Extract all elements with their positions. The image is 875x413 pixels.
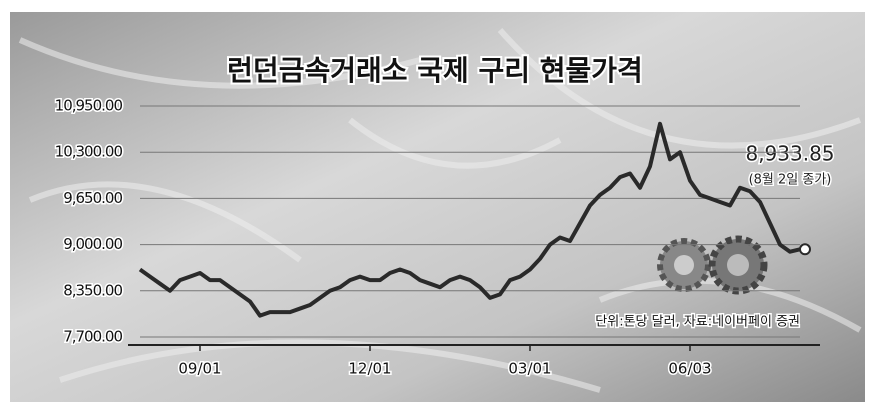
- chart-title: 런던금속거래소 국제 구리 현물가격: [227, 54, 643, 87]
- x-tick-label: 09/01: [178, 360, 221, 378]
- x-tick-label: 06/03: [668, 360, 711, 378]
- price-line: [138, 121, 801, 318]
- y-tick-label: 7,700.00: [63, 328, 122, 346]
- x-tick-label: 12/01: [348, 360, 391, 378]
- y-tick-label: 10,300.00: [55, 143, 123, 161]
- y-tick-label: 9,000.00: [63, 235, 122, 253]
- gear-icons: [657, 235, 768, 295]
- x-tick-label: 03/01: [508, 360, 551, 378]
- annotation: 8,933.85: [745, 142, 834, 166]
- annotation-note: (8월 2일 종가): [749, 173, 832, 188]
- y-tick-label: 8,350.00: [63, 281, 122, 299]
- last-point: [799, 243, 811, 256]
- y-tick-label: 9,650.00: [63, 189, 122, 207]
- source-note: 단위:톤당 달러, 자료:네이버페이 증권: [595, 315, 800, 330]
- y-tick-label: 10,950.00: [55, 97, 123, 115]
